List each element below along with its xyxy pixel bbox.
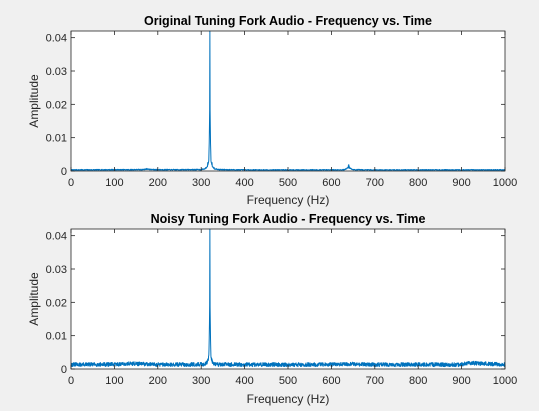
x-tick-label: 300 (192, 177, 210, 189)
y-tick-label: 0.02 (46, 297, 67, 309)
x-tick-label: 800 (409, 375, 427, 387)
chart-title: Noisy Tuning Fork Audio - Frequency vs. … (151, 212, 426, 226)
x-axis-label: Frequency (Hz) (247, 392, 330, 406)
x-tick-label: 600 (322, 375, 340, 387)
x-tick-label: 0 (68, 375, 74, 387)
x-tick-label: 900 (452, 177, 470, 189)
y-tick-label: 0.01 (46, 331, 67, 343)
x-tick-label: 200 (149, 177, 167, 189)
y-tick-label: 0 (61, 166, 67, 178)
x-tick-label: 400 (235, 177, 253, 189)
x-tick-label: 1000 (493, 375, 517, 387)
y-tick-label: 0.03 (46, 264, 67, 276)
plot-area (71, 31, 505, 171)
y-tick-label: 0.04 (46, 231, 67, 243)
chart-title: Original Tuning Fork Audio - Frequency v… (144, 14, 432, 28)
x-axis-label: Frequency (Hz) (247, 193, 330, 207)
x-tick-label: 1000 (493, 177, 517, 189)
plot-area (71, 229, 505, 369)
x-tick-label: 700 (366, 177, 384, 189)
x-tick-label: 0 (68, 177, 74, 189)
y-tick-label: 0.03 (46, 66, 67, 78)
x-tick-label: 500 (279, 375, 297, 387)
x-tick-label: 800 (409, 177, 427, 189)
y-tick-label: 0 (61, 364, 67, 376)
y-tick-label: 0.02 (46, 99, 67, 111)
y-axis-label: Amplitude (27, 74, 41, 128)
x-tick-label: 300 (192, 375, 210, 387)
top-chart-panel: 0 100 200 300 400 500 600 700 800 900 1000 0 0.01 0.0… (27, 14, 517, 207)
y-tick-label: 0.04 (46, 33, 67, 45)
x-tick-label: 400 (235, 375, 253, 387)
bottom-chart-panel: 0 100 200 300 400 500 600 700 800 900 1000 0 0.01 0.0… (27, 212, 517, 406)
x-tick-label: 900 (452, 375, 470, 387)
x-tick-label: 700 (366, 375, 384, 387)
spectrum-trace (70, 228, 506, 368)
x-tick-label: 200 (149, 375, 167, 387)
x-tick-label: 100 (105, 375, 123, 387)
x-tick-label: 500 (279, 177, 297, 189)
y-axis-label: Amplitude (27, 272, 41, 326)
x-tick-label: 100 (105, 177, 123, 189)
y-tick-label: 0.01 (46, 133, 67, 145)
x-tick-label: 600 (322, 177, 340, 189)
